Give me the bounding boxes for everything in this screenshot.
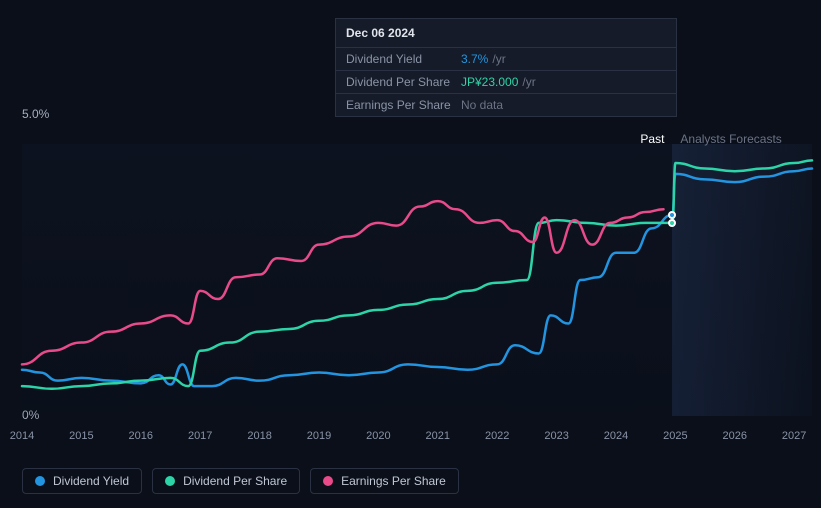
legend-dot-icon: [35, 476, 45, 486]
legend-item[interactable]: Earnings Per Share: [310, 468, 459, 494]
chart-container: 5.0% 0% Past Analysts Forecasts 20142015…: [0, 0, 821, 508]
x-tick: 2015: [69, 430, 93, 442]
hover-marker: [668, 211, 676, 219]
tooltip-row-label: Dividend Yield: [346, 52, 461, 66]
legend-dot-icon: [323, 476, 333, 486]
tooltip-row-label: Earnings Per Share: [346, 98, 461, 112]
x-tick: 2026: [723, 430, 747, 442]
x-tick: 2025: [663, 430, 687, 442]
legend-item[interactable]: Dividend Yield: [22, 468, 142, 494]
tooltip-row-label: Dividend Per Share: [346, 75, 461, 89]
x-tick: 2020: [366, 430, 390, 442]
x-tick: 2019: [307, 430, 331, 442]
legend-dot-icon: [165, 476, 175, 486]
x-tick: 2023: [544, 430, 568, 442]
x-axis: 2014201520162017201820192020202120222023…: [22, 430, 812, 450]
x-tick: 2024: [604, 430, 628, 442]
tooltip-rows: Dividend Yield3.7%/yrDividend Per ShareJ…: [336, 48, 676, 116]
tooltip-row-value: No data: [461, 98, 503, 112]
tooltip-row-unit: /yr: [492, 52, 505, 66]
tooltip-row: Earnings Per ShareNo data: [336, 94, 676, 116]
series-line: [22, 201, 664, 364]
tooltip-date: Dec 06 2024: [336, 19, 676, 48]
legend-label: Earnings Per Share: [341, 474, 446, 488]
x-tick: 2027: [782, 430, 806, 442]
tooltip-row-value: JP¥23.000: [461, 75, 518, 89]
legend: Dividend Yield Dividend Per Share Earnings…: [22, 468, 459, 494]
hover-tooltip: Dec 06 2024 Dividend Yield3.7%/yrDividen…: [335, 18, 677, 117]
x-tick: 2018: [247, 430, 271, 442]
series-line: [22, 168, 812, 386]
series-line: [22, 160, 812, 388]
tooltip-row-value: 3.7%: [461, 52, 488, 66]
legend-item[interactable]: Dividend Per Share: [152, 468, 300, 494]
tooltip-row: Dividend Per ShareJP¥23.000/yr: [336, 71, 676, 94]
y-axis-max-label: 5.0%: [22, 107, 49, 121]
legend-label: Dividend Per Share: [183, 474, 287, 488]
tooltip-row: Dividend Yield3.7% /yr: [336, 48, 676, 71]
legend-label: Dividend Yield: [53, 474, 129, 488]
x-tick: 2016: [129, 430, 153, 442]
hover-marker: [668, 219, 676, 227]
tooltip-row-unit: /yr: [522, 75, 535, 89]
x-tick: 2017: [188, 430, 212, 442]
x-tick: 2014: [10, 430, 34, 442]
x-tick: 2021: [426, 430, 450, 442]
chart-svg: [22, 144, 812, 416]
x-tick: 2022: [485, 430, 509, 442]
